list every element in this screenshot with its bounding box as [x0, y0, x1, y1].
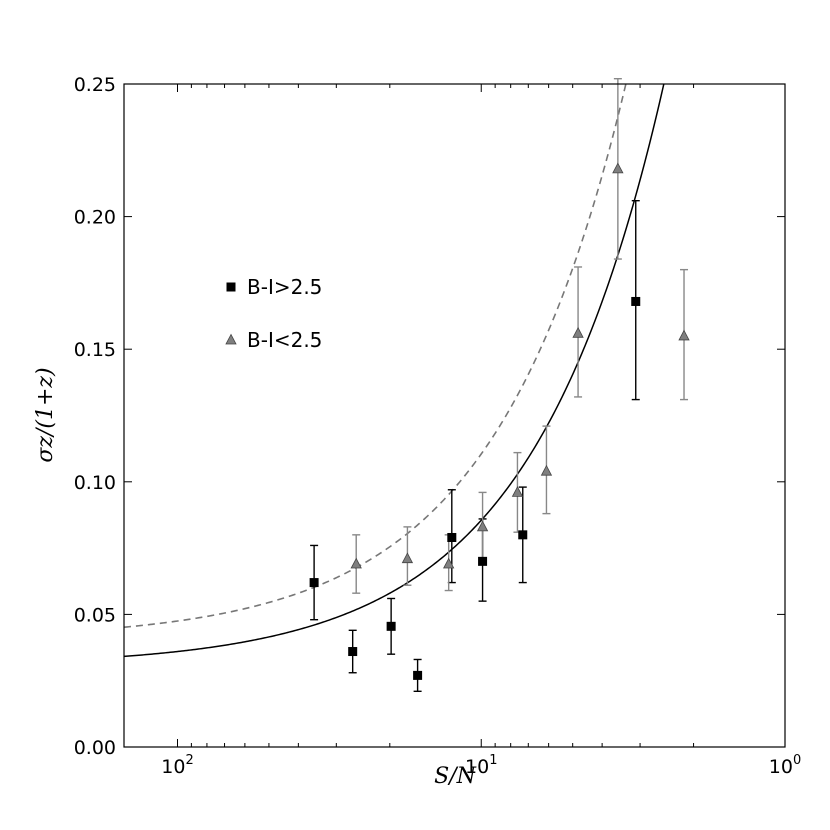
legend-label: B-I>2.5: [247, 275, 322, 299]
legend-item: B-I<2.5: [225, 328, 322, 352]
data-point-square: [413, 670, 423, 680]
x-tick-label: 101: [465, 753, 497, 778]
x-tick-exponent: 0: [793, 753, 801, 768]
data-point-triangle: [511, 486, 524, 497]
x-tick-base: 10: [465, 756, 489, 778]
x-tick-exponent: 2: [185, 753, 193, 768]
data-point-triangle: [678, 329, 690, 341]
y-tick-label: 0.10: [74, 472, 116, 494]
data-point-triangle: [612, 162, 624, 174]
data-point-triangle: [350, 557, 362, 569]
data-point-square: [478, 556, 488, 566]
x-tick-label: 102: [161, 753, 193, 778]
y-tick-label: 0.00: [74, 737, 116, 759]
data-point-square: [518, 530, 528, 540]
legend-triangle-marker: [225, 333, 237, 345]
legend-item: B-I>2.5: [226, 275, 322, 299]
x-tick-label: 100: [769, 753, 801, 778]
y-tick-label: 0.20: [74, 207, 116, 229]
plot-area: [124, 84, 785, 747]
data-point-triangle: [540, 464, 553, 476]
data-point-triangle: [572, 326, 584, 338]
data-point-square: [386, 621, 396, 631]
data-point-triangle: [401, 552, 414, 564]
legend-square-marker: [226, 282, 236, 292]
data-point-square: [631, 296, 641, 306]
y-tick-label: 0.25: [74, 74, 116, 96]
data-point-square: [309, 578, 319, 588]
data-point-triangle: [443, 557, 455, 569]
y-tick-label: 0.05: [74, 604, 116, 626]
x-tick-base: 10: [769, 756, 793, 778]
y-axis-label: σz/(1+z): [33, 367, 58, 462]
x-tick-exponent: 1: [489, 753, 497, 768]
x-axis-label: S/N: [434, 764, 476, 789]
fit-curve-dashed: [124, 84, 627, 629]
data-point-triangle: [476, 520, 489, 532]
plot-frame: [123, 83, 786, 748]
data-point-square: [348, 647, 358, 657]
data-point-square: [447, 532, 457, 542]
x-tick-base: 10: [161, 756, 185, 778]
y-tick-label: 0.15: [74, 339, 116, 361]
legend-label: B-I<2.5: [247, 328, 322, 352]
